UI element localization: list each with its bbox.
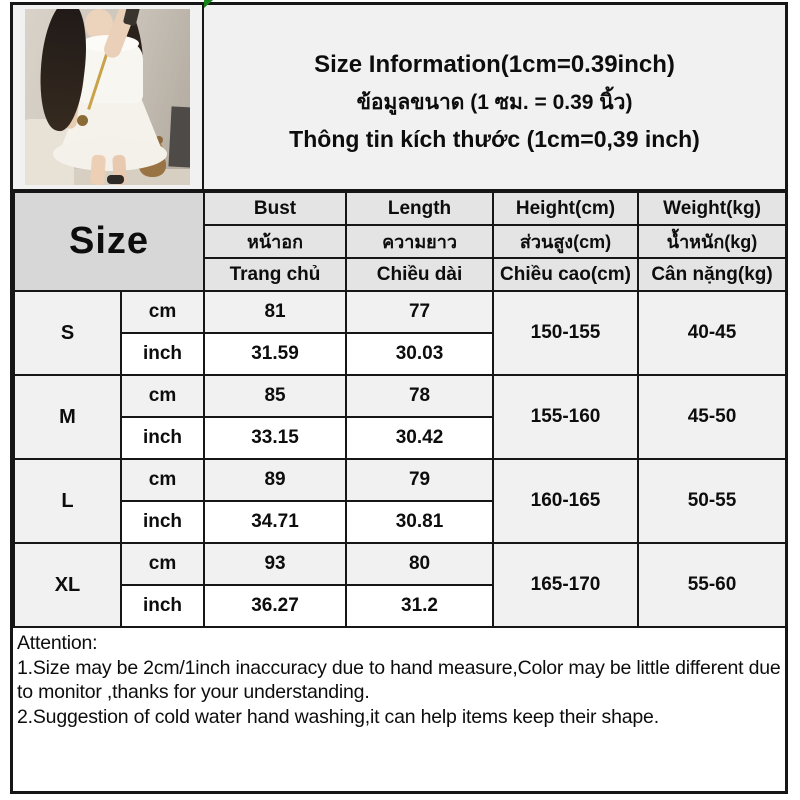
- header-height-vi: Chiều cao(cm): [492, 257, 640, 292]
- m-height: 155-160: [492, 374, 640, 460]
- size-label-cell: Size: [12, 191, 206, 292]
- m-length-cm: 78: [345, 374, 495, 418]
- title-block: Size Information(1cm=0.39inch) ข้อมูลขนา…: [204, 5, 785, 189]
- model-dress-hem: [53, 137, 167, 171]
- s-bust-inch: 31.59: [203, 332, 348, 376]
- xl-length-inch: 31.2: [345, 584, 495, 628]
- header-weight-th: น้ำหนัก(kg): [637, 224, 788, 259]
- size-l: L: [13, 458, 122, 544]
- size-m: M: [13, 374, 122, 460]
- xl-bust-cm: 93: [203, 542, 348, 586]
- header-length-vi: Chiều dài: [345, 257, 495, 292]
- title-vietnamese: Thông tin kích thước (1cm=0,39 inch): [289, 126, 700, 152]
- model-leg: [89, 154, 107, 185]
- s-bust-cm: 81: [203, 290, 348, 334]
- header-bust-th: หน้าอก: [203, 224, 348, 259]
- s-height: 150-155: [492, 290, 640, 376]
- unit-inch: inch: [119, 332, 206, 376]
- row-m-inch: inch 33.15 30.42: [14, 416, 786, 460]
- row-l-cm: L cm 89 79 160-165 50-55: [13, 458, 788, 544]
- s-length-cm: 77: [345, 290, 495, 334]
- m-weight: 45-50: [637, 374, 788, 460]
- header-weight-vi: Cân nặng(kg): [637, 257, 788, 292]
- size-table: Size Bust Length Height(cm) Weight(kg) ห…: [12, 191, 788, 628]
- l-bust-inch: 34.71: [203, 500, 348, 544]
- row-l-inch: inch 34.71 30.81: [14, 500, 786, 544]
- m-bust-inch: 33.15: [203, 416, 348, 460]
- header-weight-en: Weight(kg): [637, 191, 788, 226]
- attention-note-2: 2.Suggestion of cold water hand washing,…: [17, 705, 659, 728]
- product-photo: [25, 9, 190, 185]
- row-m-cm: M cm 85 78 155-160 45-50: [13, 374, 788, 460]
- l-bust-cm: 89: [203, 458, 348, 502]
- header-section: Size Information(1cm=0.39inch) ข้อมูลขนา…: [13, 5, 785, 191]
- l-length-inch: 30.81: [345, 500, 495, 544]
- xl-length-cm: 80: [345, 542, 495, 586]
- l-weight: 50-55: [637, 458, 788, 544]
- header-length-en: Length: [345, 191, 495, 226]
- row-xl-cm: XL cm 93 80 165-170 55-60: [13, 542, 788, 628]
- product-photo-cell: [13, 5, 204, 189]
- unit-cm: cm: [119, 542, 206, 586]
- xl-weight: 55-60: [637, 542, 788, 628]
- l-height: 160-165: [492, 458, 640, 544]
- model-shoe: [107, 175, 124, 184]
- attention-section: Attention: 1.Size may be 2cm/1inch inacc…: [13, 628, 785, 791]
- green-corner-marker: [204, 0, 213, 8]
- attention-heading: Attention:: [17, 632, 98, 654]
- photo-dark-box: [168, 106, 190, 168]
- row-s-inch: inch 31.59 30.03: [14, 332, 786, 376]
- model-phone: [122, 9, 141, 27]
- xl-height: 165-170: [492, 542, 640, 628]
- teddy-bear-ear: [155, 136, 163, 144]
- size-xl: XL: [13, 542, 122, 628]
- unit-inch: inch: [119, 584, 206, 628]
- title-thai: ข้อมูลขนาด (1 ซม. = 0.39 นิ้ว): [356, 91, 633, 114]
- unit-inch: inch: [119, 416, 206, 460]
- l-length-cm: 79: [345, 458, 495, 502]
- s-length-inch: 30.03: [345, 332, 495, 376]
- size-s: S: [13, 290, 122, 376]
- unit-cm: cm: [119, 458, 206, 502]
- unit-inch: inch: [119, 500, 206, 544]
- header-height-th: ส่วนสูง(cm): [492, 224, 640, 259]
- size-chart-sheet: Size Information(1cm=0.39inch) ข้อมูลขนา…: [10, 2, 788, 794]
- header-bust-en: Bust: [203, 191, 348, 226]
- title-english: Size Information(1cm=0.39inch): [314, 51, 675, 78]
- row-xl-inch: inch 36.27 31.2: [14, 584, 786, 628]
- m-bust-cm: 85: [203, 374, 348, 418]
- header-row-th: หน้าอก ความยาว ส่วนสูง(cm) น้ำหนัก(kg): [14, 224, 788, 259]
- header-bust-vi: Trang chủ: [203, 257, 348, 292]
- header-length-th: ความยาว: [345, 224, 495, 259]
- xl-bust-inch: 36.27: [203, 584, 348, 628]
- unit-cm: cm: [119, 290, 206, 334]
- header-row-en: Size Bust Length Height(cm) Weight(kg): [12, 191, 788, 292]
- header-row-vi: Trang chủ Chiều dài Chiều cao(cm) Cân nặ…: [14, 257, 788, 292]
- header-height-en: Height(cm): [492, 191, 640, 226]
- m-length-inch: 30.42: [345, 416, 495, 460]
- attention-note-1: 1.Size may be 2cm/1inch inaccuracy due t…: [17, 656, 781, 704]
- unit-cm: cm: [119, 374, 206, 418]
- row-s-cm: S cm 81 77 150-155 40-45: [13, 290, 788, 376]
- s-weight: 40-45: [637, 290, 788, 376]
- model-bag: [77, 115, 88, 126]
